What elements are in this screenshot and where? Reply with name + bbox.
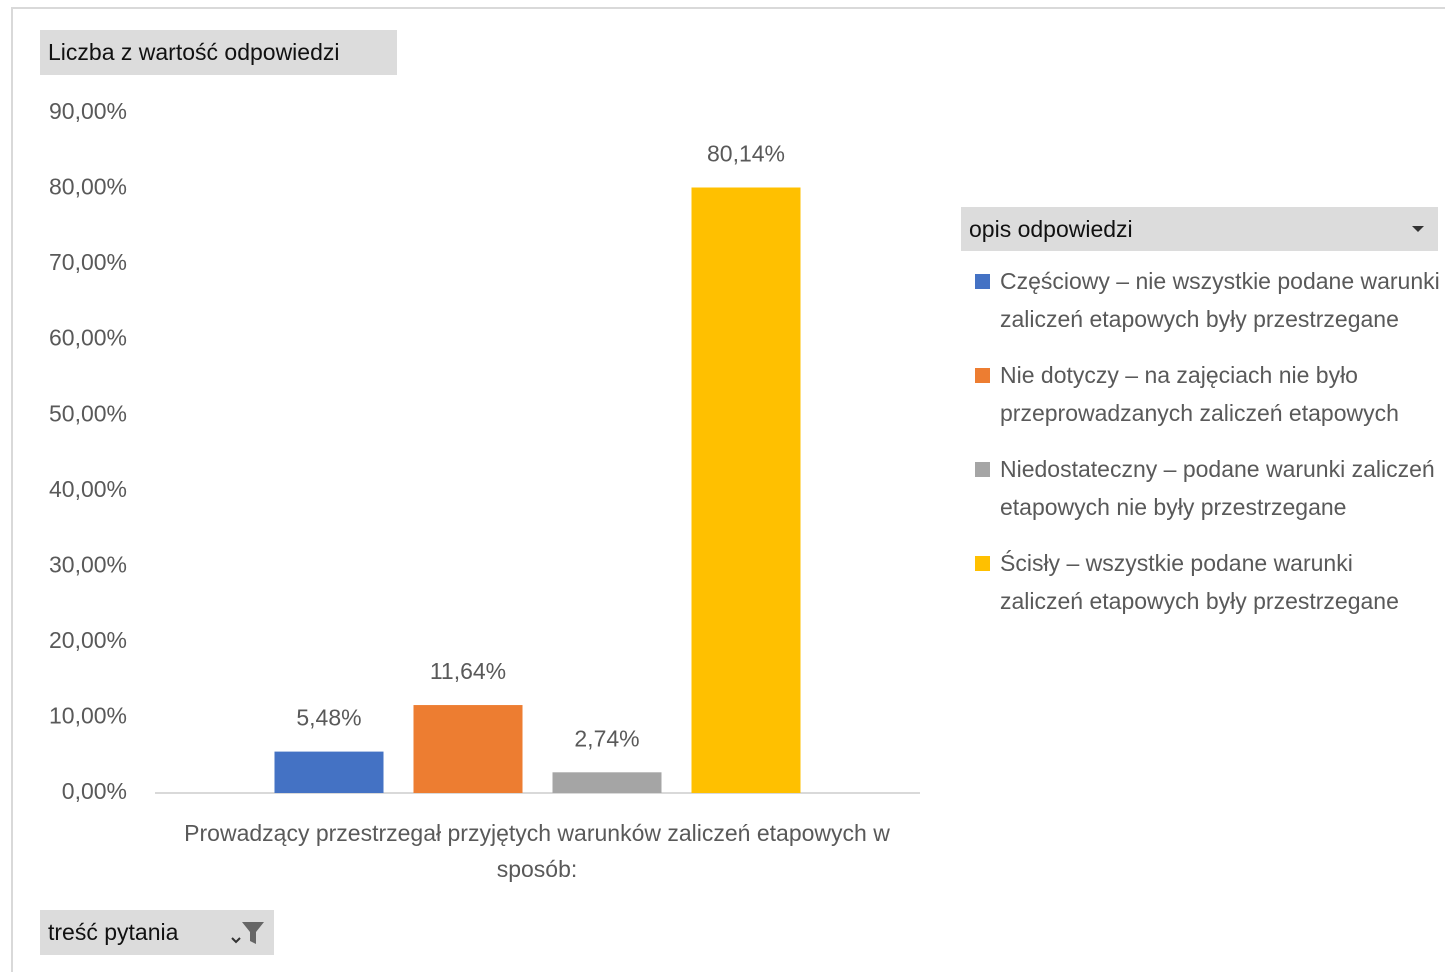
- y-tick-label: 80,00%: [49, 174, 127, 200]
- value-field-button[interactable]: Liczba z wartość odpowiedzi: [40, 30, 397, 75]
- legend-swatch: [975, 368, 990, 383]
- legend-entry: Niedostateczny – podane warunki zaliczeń…: [975, 450, 1440, 526]
- data-label: 11,64%: [430, 658, 506, 684]
- y-tick-label: 30,00%: [49, 551, 127, 577]
- y-tick-label: 70,00%: [49, 249, 127, 275]
- bar: [691, 187, 801, 793]
- value-field-label: Liczba z wartość odpowiedzi: [48, 39, 340, 65]
- legend: Częściowy – nie wszystkie podane warunki…: [975, 262, 1440, 638]
- data-label: 2,74%: [574, 725, 639, 751]
- legend-label: Nie dotyczy – na zajęciach nie było prze…: [1000, 362, 1399, 426]
- legend-label: Ścisły – wszystkie podane warunki zalicz…: [1000, 550, 1399, 614]
- legend-swatch: [975, 462, 990, 477]
- x-category-label: Prowadzący przestrzegał przyjętych warun…: [184, 820, 890, 882]
- dropdown-arrow: [1412, 226, 1424, 232]
- legend-entry: Ścisły – wszystkie podane warunki zalicz…: [975, 544, 1440, 620]
- filter-field-button[interactable]: treść pytania: [40, 910, 274, 955]
- y-tick-label: 50,00%: [49, 400, 127, 426]
- legend-label: Niedostateczny – podane warunki zaliczeń…: [1000, 456, 1435, 520]
- data-label: 80,14%: [707, 141, 785, 167]
- filter-field-label: treść pytania: [48, 919, 179, 945]
- y-tick-label: 0,00%: [62, 778, 127, 804]
- legend-swatch: [975, 556, 990, 571]
- y-tick-label: 20,00%: [49, 627, 127, 653]
- y-tick-label: 60,00%: [49, 325, 127, 351]
- data-label: 5,48%: [296, 705, 361, 731]
- y-tick-label: 40,00%: [49, 476, 127, 502]
- bar: [552, 772, 662, 793]
- bar: [413, 705, 523, 793]
- legend-entry: Nie dotyczy – na zajęciach nie było prze…: [975, 356, 1440, 432]
- bar: [274, 751, 384, 793]
- legend-title: opis odpowiedzi: [969, 215, 1133, 242]
- legend-entry: Częściowy – nie wszystkie podane warunki…: [975, 262, 1440, 338]
- legend-field-button[interactable]: opis odpowiedzi: [961, 207, 1438, 251]
- chart-border: [11, 7, 1445, 972]
- filter-icon: [231, 922, 264, 944]
- y-tick-label: 90,00%: [49, 98, 127, 124]
- legend-label: Częściowy – nie wszystkie podane warunki…: [1000, 268, 1440, 332]
- y-tick-label: 10,00%: [49, 703, 127, 729]
- legend-swatch: [975, 274, 990, 289]
